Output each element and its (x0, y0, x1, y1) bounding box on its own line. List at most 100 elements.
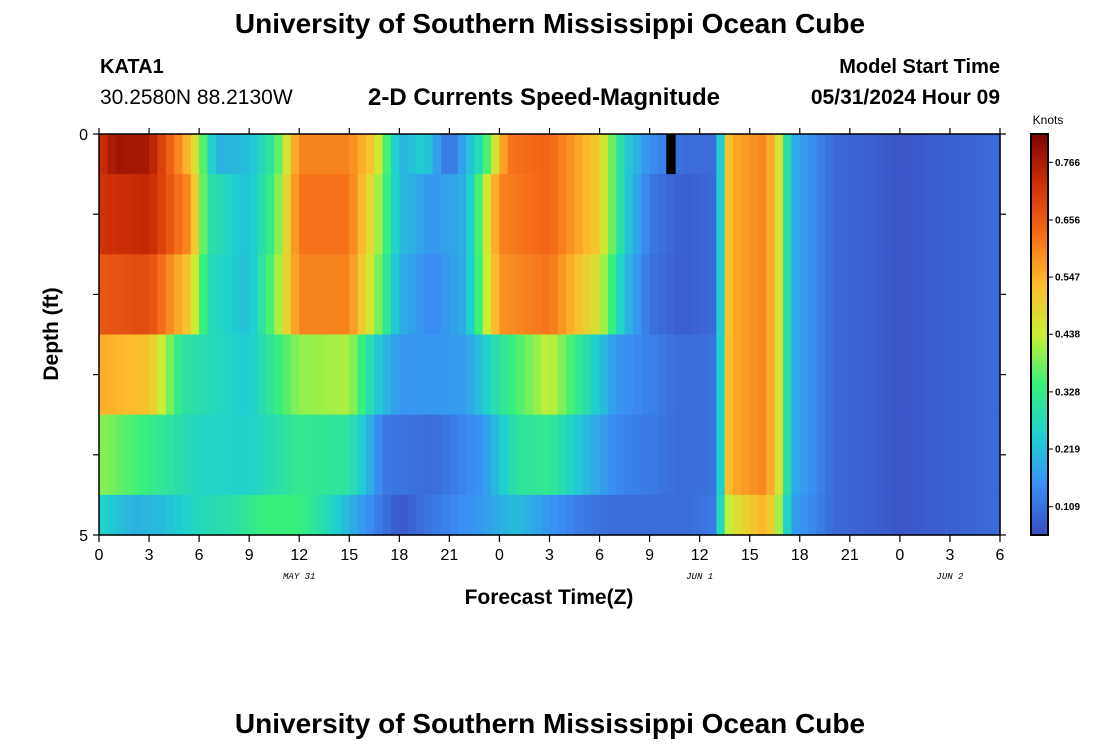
heatmap-cell (682, 414, 692, 496)
heatmap-cell (933, 254, 943, 336)
heatmap-cell (966, 494, 976, 536)
heatmap-cell (524, 174, 534, 255)
heatmap-cell (708, 494, 717, 536)
heatmap-cell (641, 174, 651, 255)
heatmap-cell (407, 414, 417, 496)
heatmap-cell (149, 254, 158, 336)
heatmap-cell (224, 254, 234, 336)
heatmap-cell (416, 414, 425, 496)
heatmap-cell (190, 334, 200, 416)
heatmap-cell (357, 174, 367, 255)
heatmap-cell (149, 494, 158, 536)
heatmap-cell (107, 254, 117, 336)
heatmap-cell (299, 414, 309, 496)
heatmap-cell (783, 174, 793, 255)
heatmap-cell (874, 494, 884, 536)
heatmap-cell (224, 494, 234, 536)
heatmap-cell (607, 414, 617, 496)
heatmap-cell (407, 174, 417, 255)
heatmap-cell (365, 414, 375, 496)
heatmap-cell (916, 414, 926, 496)
heatmap-cell (257, 334, 267, 416)
heatmap-cell (482, 414, 492, 496)
heatmap-cell (257, 494, 267, 536)
heatmap-cell (541, 494, 551, 536)
heatmap-cell (232, 334, 242, 416)
heatmap-cell (557, 414, 567, 496)
heatmap-cell (824, 174, 834, 255)
heatmap-cell (799, 134, 809, 175)
heatmap-cell (758, 134, 767, 175)
heatmap-cell (607, 174, 617, 255)
heatmap-cell (708, 174, 717, 255)
heatmap-cell (182, 334, 192, 416)
heatmap-cell (958, 334, 968, 416)
heatmap-cell (924, 334, 934, 416)
x-tick-label: 3 (545, 547, 554, 564)
heatmap-cell (474, 254, 484, 336)
heatmap-cell (365, 334, 375, 416)
heatmap-cell (624, 174, 634, 255)
heatmap-cell (332, 174, 342, 255)
heatmap-cell (507, 174, 517, 255)
heatmap-cell (441, 174, 450, 255)
heatmap-cell (933, 414, 943, 496)
heatmap-cell (324, 134, 334, 175)
heatmap-cell (491, 254, 501, 336)
heatmap-cell (449, 414, 459, 496)
heatmap-cell (991, 254, 1001, 336)
heatmap-cell (332, 414, 342, 496)
heatmap-cell (899, 134, 909, 175)
heatmap-cell (240, 134, 250, 175)
heatmap-cell (833, 494, 843, 536)
heatmap-cell (758, 254, 767, 336)
heatmap-cell (207, 254, 217, 336)
heatmap-cell (849, 254, 859, 336)
heatmap-cell (949, 334, 959, 416)
heatmap-cell (165, 174, 175, 255)
heatmap-cell (207, 174, 217, 255)
heatmap-cell (265, 494, 275, 536)
x-tick-label: 0 (95, 547, 104, 564)
heatmap-cell (758, 414, 767, 496)
heatmap-cell (457, 134, 467, 175)
heatmap-cell (541, 334, 551, 416)
colorbar-tick-label: 0.766 (1055, 158, 1080, 169)
heatmap-cell (457, 494, 467, 536)
heatmap-cell (724, 174, 734, 255)
heatmap-cell (791, 494, 801, 536)
heatmap-cell (424, 174, 434, 255)
heatmap-cell (641, 334, 651, 416)
heatmap-cell (382, 494, 392, 536)
heatmap-cell (549, 414, 559, 496)
heatmap-cell (240, 254, 250, 336)
heatmap-cell (866, 174, 876, 255)
heatmap-cell (716, 334, 726, 416)
heatmap-cell (783, 254, 793, 336)
heatmap-cell (449, 494, 459, 536)
heatmap-cell (299, 174, 309, 255)
heatmap-cell (624, 334, 634, 416)
heatmap-cell (332, 134, 342, 175)
heatmap-cell (491, 174, 501, 255)
heatmap-cell (549, 334, 559, 416)
heatmap-cell (416, 254, 425, 336)
heatmap-cell (99, 494, 108, 536)
heatmap-cell (799, 174, 809, 255)
heatmap-cell (808, 174, 818, 255)
heatmap-cell (958, 414, 968, 496)
heatmap-cell (891, 414, 901, 496)
heatmap-cell (374, 174, 384, 255)
x-tick-label: 6 (195, 547, 204, 564)
heatmap-cell (933, 174, 943, 255)
heatmap-cell (315, 334, 325, 416)
heatmap-cell (741, 134, 751, 175)
heatmap-cell (249, 494, 259, 536)
heatmap-cell (165, 414, 175, 496)
heatmap-cell (541, 174, 551, 255)
heatmap-cell (340, 414, 350, 496)
heatmap-cell (466, 174, 476, 255)
heatmap-cell (816, 414, 826, 496)
heatmap-cell (783, 334, 793, 416)
heatmap-cell (941, 134, 951, 175)
